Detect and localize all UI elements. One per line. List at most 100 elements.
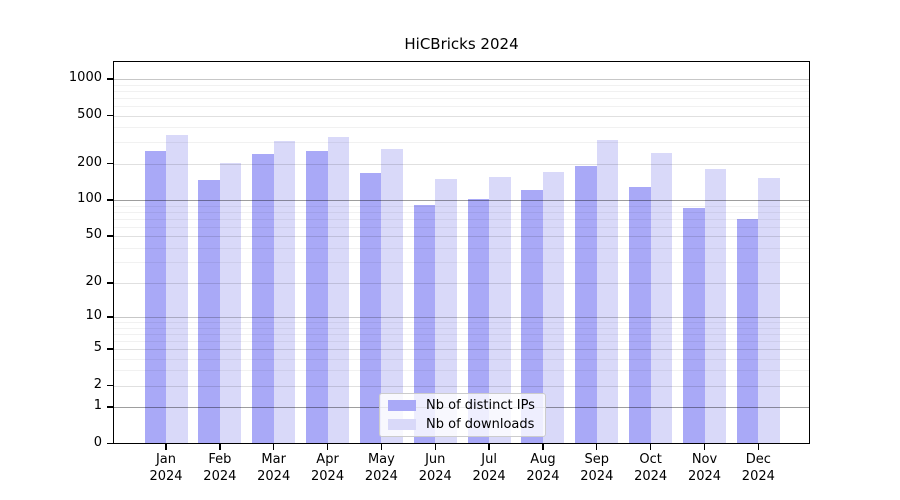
bar-downloads — [273, 141, 296, 444]
bar-downloads — [219, 162, 242, 444]
y-tick-label: 100 — [77, 191, 102, 206]
bar-downloads — [381, 148, 403, 444]
bar-downloads — [435, 179, 457, 444]
x-tick-label: Sep 2024 — [580, 452, 614, 484]
x-tick-label: Mar 2024 — [257, 452, 291, 484]
x-tick-mark — [165, 444, 167, 450]
minor-gridline — [113, 142, 810, 144]
minor-gridline — [113, 211, 810, 213]
chart-title: HiCBricks 2024 — [404, 35, 519, 53]
major-gridline — [113, 200, 810, 201]
legend-label-downloads: Nb of downloads — [426, 417, 535, 432]
x-tick-mark — [434, 444, 436, 450]
minor-gridline — [113, 97, 810, 99]
y-tick-mark — [107, 282, 113, 284]
minor-gridline — [113, 262, 810, 264]
major-gridline — [113, 236, 810, 238]
legend-item-downloads: Nb of downloads — [388, 417, 537, 432]
major-gridline — [113, 115, 810, 117]
minor-gridline — [113, 105, 810, 107]
y-tick-label: 10 — [85, 307, 102, 323]
y-tick-mark — [107, 348, 113, 350]
y-tick-label: 5 — [93, 339, 102, 355]
minor-gridline — [113, 322, 810, 324]
legend-item-distinct-ips: Nb of distinct IPs — [388, 398, 537, 413]
y-tick-mark — [107, 316, 113, 318]
legend-swatch-downloads — [388, 419, 416, 430]
x-tick-mark — [488, 444, 490, 450]
bar-downloads — [166, 134, 188, 444]
x-tick-mark — [273, 444, 275, 450]
y-tick-label: 0 — [93, 434, 102, 450]
bar-downloads — [596, 139, 619, 444]
bar-distinct-ips — [144, 151, 166, 444]
bar-downloads — [650, 152, 673, 444]
bar-downloads — [704, 168, 726, 444]
y-tick-label: 200 — [77, 154, 102, 170]
minor-gridline — [113, 327, 810, 329]
y-tick-label: 1 — [93, 397, 102, 413]
legend-label-distinct-ips: Nb of distinct IPs — [426, 398, 535, 413]
minor-gridline — [113, 127, 810, 129]
x-tick-mark — [542, 444, 544, 450]
x-tick-mark — [757, 444, 760, 450]
y-tick-mark — [107, 384, 113, 387]
x-tick-mark — [219, 444, 221, 450]
minor-gridline — [113, 90, 810, 92]
minor-gridline — [113, 340, 810, 342]
y-tick-mark — [107, 406, 113, 408]
x-tick-label: Jul 2024 — [472, 452, 506, 484]
x-tick-mark — [380, 444, 383, 450]
y-tick-label: 1000 — [68, 69, 102, 85]
bar-distinct-ips — [736, 219, 759, 444]
bar-downloads — [758, 178, 780, 444]
minor-gridline — [113, 218, 810, 220]
major-gridline — [113, 348, 810, 350]
bar-distinct-ips — [629, 187, 651, 444]
bar-distinct-ips — [359, 173, 382, 444]
x-tick-mark — [649, 444, 652, 450]
minor-gridline — [113, 333, 810, 335]
y-tick-label: 20 — [85, 273, 102, 289]
x-tick-label: Oct 2024 — [634, 452, 668, 484]
y-tick-mark — [107, 235, 113, 237]
bar-downloads — [327, 137, 350, 444]
minor-gridline — [113, 370, 810, 372]
y-tick-mark — [107, 78, 113, 80]
bar-distinct-ips — [413, 205, 436, 444]
x-tick-label: Apr 2024 — [311, 452, 345, 484]
minor-gridline — [113, 226, 810, 228]
bar-distinct-ips — [306, 151, 328, 444]
legend: Nb of distinct IPs Nb of downloads — [379, 393, 546, 437]
x-tick-label: Feb 2024 — [203, 452, 237, 484]
y-tick-label: 2 — [93, 376, 102, 392]
x-tick-label: Aug 2024 — [526, 452, 560, 484]
bar-distinct-ips — [252, 153, 274, 444]
bar-distinct-ips — [198, 179, 220, 444]
minor-gridline — [113, 358, 810, 360]
x-tick-label: Dec 2024 — [741, 452, 775, 484]
y-tick-label: 500 — [77, 106, 102, 122]
y-tick-mark — [107, 162, 113, 165]
plot-area — [113, 61, 810, 444]
bar-distinct-ips — [467, 198, 490, 444]
x-tick-label: Nov 2024 — [687, 452, 722, 484]
y-tick-label: 50 — [85, 227, 102, 243]
bar-distinct-ips — [683, 208, 705, 444]
major-gridline — [113, 385, 810, 387]
major-gridline — [113, 316, 810, 318]
x-tick-mark — [326, 444, 329, 450]
x-tick-mark — [596, 444, 598, 450]
minor-gridline — [113, 84, 810, 86]
bar-downloads — [489, 176, 511, 444]
minor-gridline — [113, 247, 810, 249]
y-tick-mark — [107, 442, 113, 445]
major-gridline — [113, 78, 810, 80]
x-tick-label: Jun 2024 — [418, 452, 452, 484]
bar-distinct-ips — [521, 190, 543, 444]
x-tick-mark — [703, 444, 706, 450]
x-tick-label: Jan 2024 — [149, 452, 183, 484]
legend-swatch-distinct-ips — [388, 400, 416, 411]
major-gridline — [113, 163, 810, 165]
